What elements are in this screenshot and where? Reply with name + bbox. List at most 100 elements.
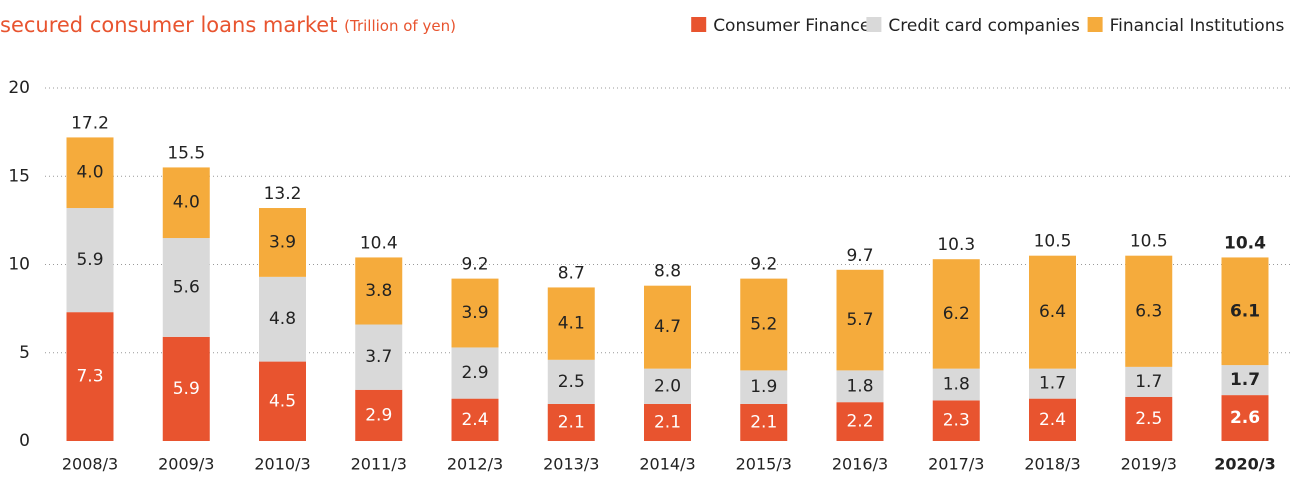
total-label: 10.5 [1130, 232, 1168, 252]
bar-segment [740, 370, 788, 404]
value-label: 7.3 [76, 367, 103, 387]
total-label: 9.7 [846, 246, 873, 266]
bar-segment [644, 285, 691, 369]
x-tick-label: 2008/3 [62, 455, 118, 474]
value-label: 2.0 [654, 376, 681, 396]
bar-segment [836, 402, 884, 441]
value-label: 2.6 [1230, 408, 1260, 428]
total-label: 10.3 [937, 235, 975, 255]
value-label: 2.9 [365, 405, 392, 425]
bar-segment [259, 361, 306, 441]
bar-segment [1125, 366, 1173, 397]
legend-label: Credit card companies [888, 16, 1080, 36]
bar-segment [740, 403, 788, 441]
x-tick-label: 2014/3 [639, 455, 695, 474]
bar-segment [66, 312, 114, 441]
value-label: 1.9 [750, 377, 777, 397]
x-tick-label: 2017/3 [928, 455, 984, 474]
value-label: 2.3 [943, 411, 970, 431]
total-label: 9.2 [750, 255, 777, 275]
value-label: 2.5 [1135, 409, 1162, 429]
bar-segment [66, 208, 114, 313]
x-tick-label: 2016/3 [832, 455, 888, 474]
value-label: 3.9 [461, 303, 488, 323]
legend-swatch [691, 17, 707, 32]
x-tick-label: 2020/3 [1214, 455, 1276, 474]
subtitle: (Trillion of yen) [344, 17, 456, 35]
bar-segment [355, 257, 403, 325]
bar-segment [644, 368, 691, 404]
total-label: 13.2 [264, 184, 302, 204]
bar-segment [547, 359, 595, 404]
bar-segment [836, 269, 884, 371]
bar-segment [451, 398, 499, 441]
total-label: 8.7 [558, 263, 585, 283]
bar-segment [162, 238, 210, 337]
bar-segment [932, 400, 980, 441]
value-label: 4.0 [173, 193, 200, 213]
bar-segment [451, 278, 499, 348]
legend-swatch [866, 17, 882, 32]
total-label: 10.4 [1224, 233, 1266, 253]
value-label: 2.4 [1039, 410, 1066, 430]
value-label: 2.1 [654, 412, 681, 432]
value-label: 2.2 [846, 412, 873, 432]
value-label: 5.2 [750, 315, 777, 335]
value-label: 2.9 [461, 363, 488, 383]
y-tick-label: 5 [19, 343, 30, 363]
bar-segment [1029, 398, 1076, 441]
bar-segment [644, 403, 691, 441]
value-label: 3.9 [269, 232, 296, 252]
bar-segment [162, 167, 210, 239]
x-tick-label: 2012/3 [447, 455, 503, 474]
bar-segment [355, 389, 403, 441]
bar-segment [836, 370, 884, 403]
bar-segment [1029, 255, 1076, 369]
legend-swatch [1087, 17, 1103, 32]
total-label: 10.5 [1034, 232, 1072, 252]
value-label: 3.8 [365, 281, 392, 301]
value-label: 2.4 [461, 410, 488, 430]
x-tick-label: 2013/3 [543, 455, 599, 474]
legend-label: Financial Institutions [1110, 16, 1285, 36]
value-label: 1.7 [1230, 370, 1260, 390]
value-label: 3.7 [365, 347, 392, 367]
bar-segment [259, 276, 306, 362]
value-label: 5.6 [173, 277, 200, 297]
bar-segment [740, 278, 788, 371]
bar-segment [355, 324, 403, 390]
x-tick-label: 2019/3 [1121, 455, 1177, 474]
bar-segment [1221, 365, 1269, 396]
value-label: 6.3 [1135, 301, 1162, 321]
bar-segment [162, 336, 210, 441]
y-tick-label: 20 [8, 78, 30, 98]
bar-segment [932, 259, 980, 369]
total-label: 15.5 [167, 143, 205, 163]
bar-segment [66, 137, 114, 209]
value-label: 1.7 [1039, 374, 1066, 394]
chart-title: secured consumer loans market (Trillion … [0, 13, 456, 37]
value-label: 6.2 [943, 304, 970, 324]
bar-segment [259, 208, 306, 277]
bar-segment [1029, 368, 1076, 399]
value-label: 1.8 [846, 376, 873, 396]
value-label: 5.7 [846, 310, 873, 330]
value-label: 6.1 [1230, 301, 1260, 321]
value-label: 2.1 [750, 412, 777, 432]
value-label: 4.7 [654, 317, 681, 337]
value-label: 4.5 [269, 391, 296, 411]
value-label: 1.7 [1135, 372, 1162, 392]
value-label: 4.8 [269, 309, 296, 329]
value-label: 5.9 [76, 250, 103, 270]
bar-segment [451, 347, 499, 399]
total-label: 8.8 [654, 262, 681, 282]
y-tick-label: 15 [8, 166, 30, 186]
bar-segment [1125, 255, 1173, 367]
value-label: 2.1 [558, 412, 585, 432]
total-label: 10.4 [360, 233, 398, 253]
value-label: 6.4 [1039, 302, 1066, 322]
total-label: 9.2 [461, 255, 488, 275]
bar-segment [547, 403, 595, 441]
x-tick-label: 2009/3 [158, 455, 214, 474]
y-tick-label: 0 [19, 431, 30, 451]
